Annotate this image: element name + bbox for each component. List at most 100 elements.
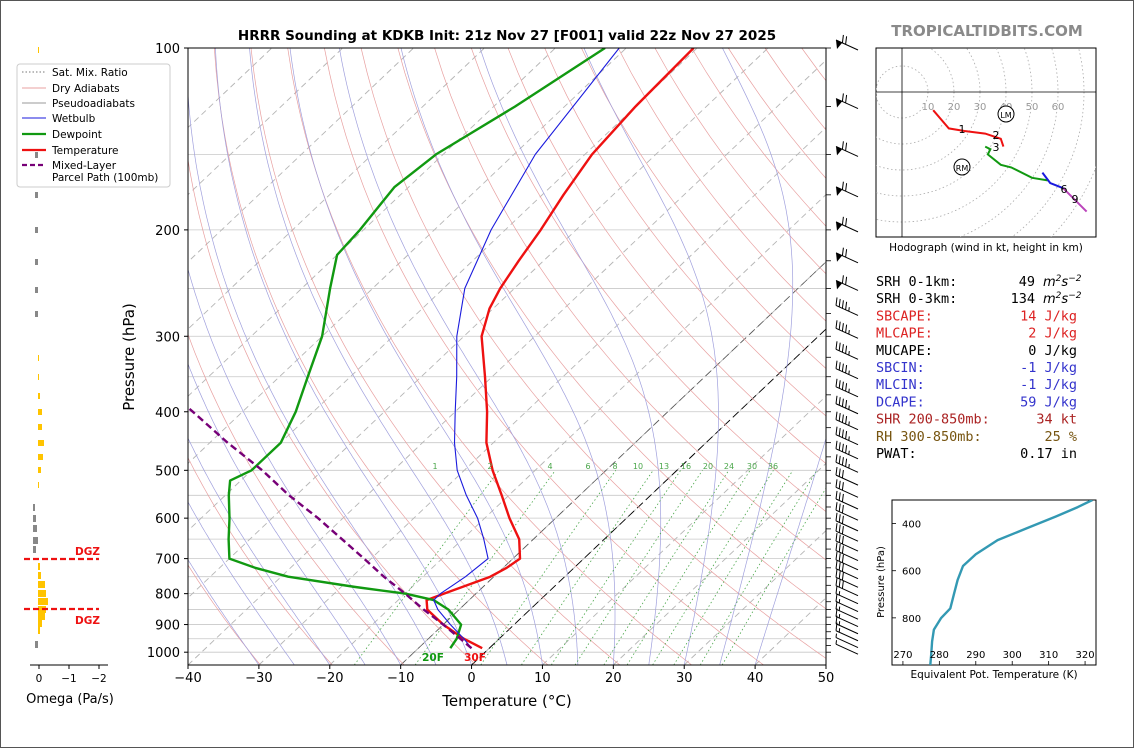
x-tick-label: 50: [818, 671, 835, 686]
barb-flag: [836, 552, 837, 560]
mixing-ratio-label: 8: [612, 462, 617, 471]
theta-e-x-tick-label: 300: [1003, 650, 1022, 661]
barb-flag: [836, 427, 837, 435]
theta-e-x-tick-label: 290: [966, 650, 985, 661]
hodograph-caption: Hodograph (wind in kt, height in km): [889, 242, 1083, 254]
barb-flag: [836, 578, 837, 586]
hodograph-ring-label: 20: [948, 102, 961, 113]
skewt-ylabel: Pressure (hPa): [120, 303, 138, 411]
moist-adiabat-line: [755, 48, 890, 665]
hodograph-frame: [876, 48, 1096, 237]
barb-flag: [842, 182, 843, 190]
legend-label: Pseudoadiabats: [52, 98, 135, 110]
temperature-line: [427, 48, 694, 648]
barb-flag: [839, 380, 840, 388]
omega-bar: [38, 374, 39, 380]
omega-bar: [33, 546, 36, 553]
barb-flag: [839, 544, 840, 552]
theta-e-x-tick-label: 310: [1039, 650, 1058, 661]
mixing-ratio-line: [604, 470, 729, 665]
mixing-ratio-line: [481, 470, 616, 665]
y-tick-label: 600: [155, 512, 180, 527]
mixing-ratio-label: 24: [724, 462, 734, 471]
stat-label: DCAPE:: [876, 394, 925, 410]
barb-half-flag: [849, 371, 850, 375]
barb-staff: [836, 369, 858, 379]
barb-flag: [839, 343, 840, 351]
mixing-ratio-label: 2: [487, 462, 492, 471]
omega-tick-label: −1: [61, 673, 76, 685]
wind-barb: [836, 93, 858, 108]
barb-flag: [836, 502, 837, 510]
x-tick-label: 20: [605, 671, 622, 686]
x-tick-label: −20: [316, 671, 343, 686]
x-tick-label: 10: [534, 671, 551, 686]
y-tick-label: 400: [155, 406, 180, 421]
barb-flag: [839, 514, 840, 522]
hodograph-height-label: 3: [993, 141, 1000, 154]
isotherm-line: [117, 48, 768, 665]
barb-flag: [836, 412, 837, 420]
surface-temp-label: 30F: [464, 652, 486, 664]
barb-flag: [839, 397, 840, 405]
barb-half-flag: [849, 406, 850, 410]
stat-value: 14 J/kg: [1020, 308, 1077, 324]
stat-label: SBCIN:: [876, 360, 925, 376]
barb-flag: [842, 572, 843, 580]
barb-flag: [839, 504, 840, 512]
barb-flag: [836, 467, 837, 475]
barb-flag: [842, 526, 843, 534]
stat-value: 2 J/kg: [1028, 326, 1077, 342]
stat-label: MLCAPE:: [876, 326, 933, 342]
barb-flag: [839, 469, 840, 477]
stat-label: PWAT:: [876, 446, 917, 462]
barb-flag: [846, 302, 847, 310]
omega-bar: [35, 311, 38, 317]
barb-flag: [842, 323, 843, 331]
mixing-ratio-label: 13: [659, 462, 669, 471]
stat-value: 0.17 in: [1020, 446, 1077, 462]
mixing-ratio-label: 30: [747, 462, 757, 471]
omega-bar: [38, 613, 45, 620]
barb-flag: [846, 325, 847, 333]
wind-barb: [836, 491, 858, 509]
mixing-ratio-line: [700, 470, 817, 665]
omega-bar: [38, 598, 48, 605]
omega-bar: [38, 482, 39, 488]
barb-flag: [839, 571, 840, 579]
hodograph-ring-label: 60: [1052, 102, 1065, 113]
barb-half-flag: [839, 599, 840, 603]
barb-flag: [842, 470, 843, 478]
surface-dewpoint-label: 20F: [422, 652, 444, 664]
barb-flag: [842, 430, 843, 438]
barb-flag: [842, 564, 843, 572]
barb-flag: [836, 523, 837, 531]
hodograph-height-label: 6: [1061, 183, 1068, 196]
hodograph-ring-label: 50: [1026, 102, 1039, 113]
barb-flag: [842, 248, 843, 256]
x-tick-label: −40: [174, 671, 201, 686]
barb-flag: [836, 379, 837, 387]
stat-unit: m2s−2: [1043, 291, 1082, 307]
barb-flag: [839, 428, 840, 436]
hodograph-height-label: 9: [1072, 193, 1079, 206]
barb-flag: [842, 444, 843, 452]
barb-flag: [842, 364, 843, 372]
y-tick-label: 700: [155, 553, 180, 568]
barb-flag: [846, 459, 847, 467]
y-tick-label: 100: [155, 42, 180, 57]
stat-label: RH 300-850mb:: [876, 429, 982, 445]
stat-label: SRH 0-3km:: [876, 291, 957, 307]
barb-flag: [842, 581, 843, 589]
stat-label: SRH 0-1km:: [876, 274, 957, 290]
stat-value: -1 J/kg: [1020, 377, 1077, 393]
wind-barb: [836, 396, 858, 414]
mixing-ratio-label: 20: [703, 462, 713, 471]
omega-bar: [38, 572, 41, 579]
wind-barb: [836, 379, 858, 397]
mixing-ratio-line: [415, 470, 555, 665]
barb-half-flag: [839, 621, 840, 625]
